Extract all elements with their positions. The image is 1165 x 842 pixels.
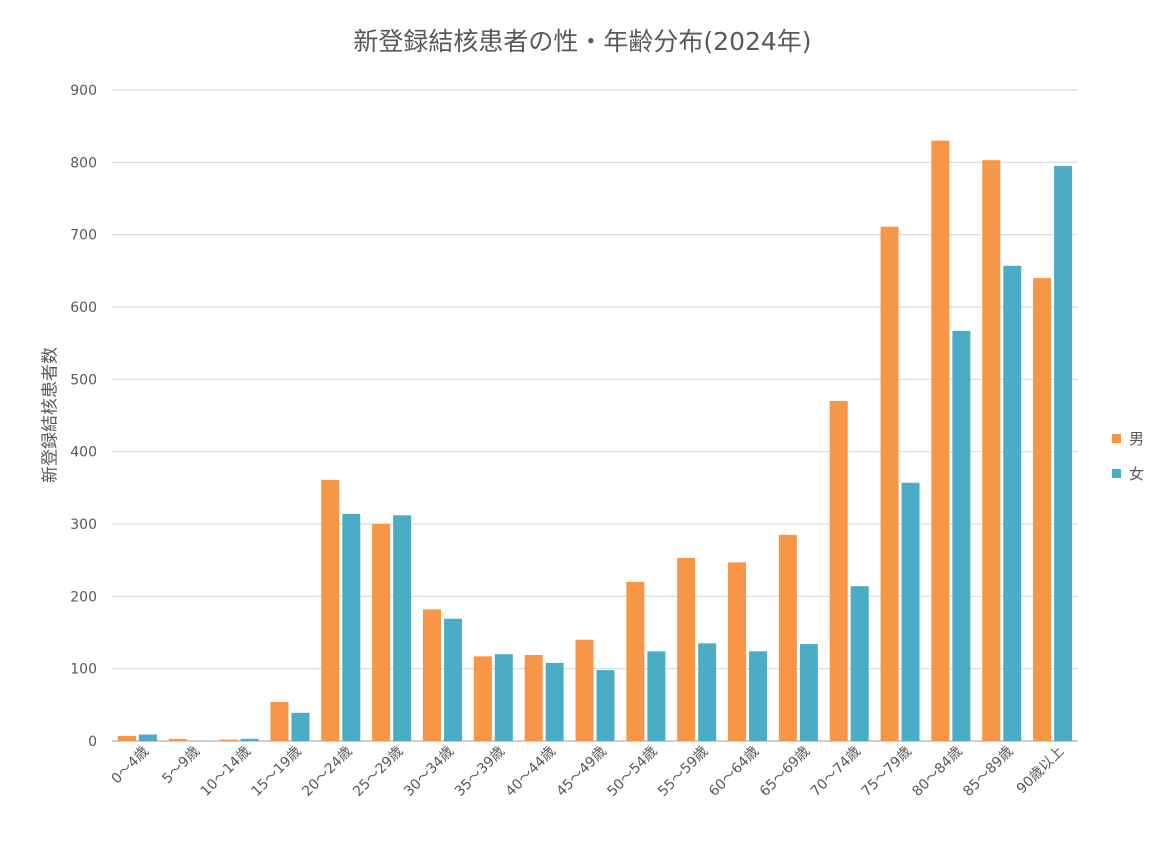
bar-female [138, 734, 157, 741]
bar-male [1033, 278, 1052, 741]
y-tick-label: 100 [70, 662, 97, 678]
bar-female [901, 482, 920, 741]
bar-female [443, 618, 462, 741]
x-tick-label: 70〜74歳 [808, 744, 864, 800]
x-tick-label: 5〜9歳 [159, 744, 203, 788]
x-tick-label: 15〜19歳 [248, 744, 304, 800]
bar-female [291, 712, 310, 741]
x-tick-label: 55〜59歳 [655, 744, 711, 800]
bar-male [728, 562, 747, 741]
bar-male [778, 534, 797, 741]
bar-female [850, 586, 869, 741]
y-tick-label: 400 [70, 445, 97, 461]
bar-male [880, 226, 899, 741]
bar-male [168, 738, 187, 741]
bar-male [626, 581, 645, 741]
bar-female [393, 515, 412, 741]
legend-swatch-male [1112, 434, 1121, 443]
bar-male [575, 639, 594, 741]
bar-female [596, 670, 615, 741]
chart-title: 新登録結核患者の性・年齢分布(2024年) [353, 27, 812, 56]
y-tick-label: 900 [70, 83, 97, 99]
bar-female [749, 651, 768, 741]
y-tick-label: 700 [70, 228, 97, 244]
legend-label-male: 男 [1129, 430, 1145, 448]
legend-swatch-female [1112, 469, 1121, 478]
x-tick-label: 10〜14歳 [198, 744, 254, 800]
bar-male [321, 479, 340, 741]
y-tick-label: 300 [70, 517, 97, 533]
bar-male [524, 654, 543, 741]
bar-female [647, 651, 666, 741]
bar-female [494, 654, 513, 741]
x-tick-label: 30〜34歳 [401, 744, 457, 800]
bar-female [240, 738, 259, 741]
y-tick-label: 600 [70, 300, 97, 316]
bar-female [545, 662, 564, 741]
y-tick-label: 0 [88, 734, 97, 750]
x-tick-label: 65〜69歳 [757, 744, 813, 800]
bar-female [799, 644, 818, 741]
bar-male [422, 609, 441, 741]
bar-female [342, 513, 361, 741]
legend-item-male: 男 [1112, 428, 1144, 449]
legend-item-female: 女 [1112, 463, 1144, 484]
x-tick-label: 90歳以上 [1014, 744, 1068, 798]
y-tick-label: 200 [70, 589, 97, 605]
bar-male [117, 735, 136, 741]
bar-male [219, 739, 238, 741]
x-tick-label: 35〜39歳 [452, 744, 508, 800]
x-tick-label: 45〜49歳 [554, 744, 610, 800]
bar-female [952, 330, 971, 741]
x-tick-label: 40〜44歳 [503, 744, 559, 800]
bar-female [1003, 265, 1022, 741]
bar-male [473, 656, 492, 741]
bar-female [698, 643, 717, 741]
x-tick-label: 50〜54歳 [604, 744, 660, 800]
bar-male [982, 160, 1001, 741]
x-tick-label: 75〜79歳 [859, 744, 915, 800]
bar-male [829, 401, 848, 741]
x-tick-label: 60〜64歳 [706, 744, 762, 800]
legend-label-female: 女 [1129, 465, 1145, 483]
bar-male [270, 701, 289, 741]
bar-female [1054, 165, 1073, 741]
y-tick-label: 800 [70, 155, 97, 171]
x-tick-label: 0〜4歳 [109, 744, 153, 788]
bar-male [677, 557, 696, 741]
x-tick-label: 80〜84歳 [909, 744, 965, 800]
bar-male [931, 140, 950, 742]
x-tick-label: 20〜24歳 [299, 744, 355, 800]
x-tick-label: 85〜89歳 [960, 744, 1016, 800]
y-tick-label: 500 [70, 372, 97, 388]
x-tick-label: 25〜29歳 [350, 744, 406, 800]
bar-male [372, 524, 391, 741]
